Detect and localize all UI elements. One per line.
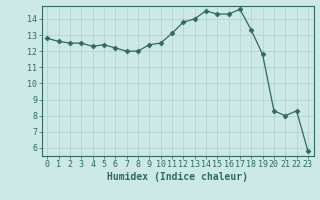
X-axis label: Humidex (Indice chaleur): Humidex (Indice chaleur): [107, 172, 248, 182]
